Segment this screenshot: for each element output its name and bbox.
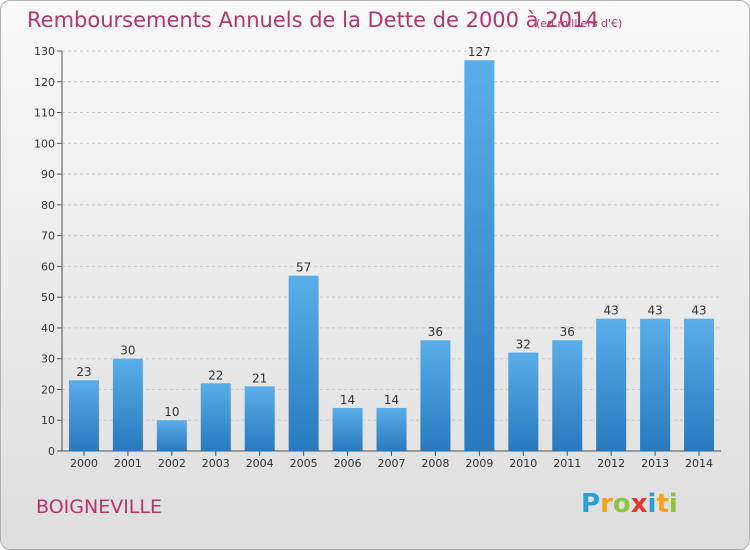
data-label: 57 — [296, 261, 311, 275]
y-tick-label: 120 — [34, 76, 55, 89]
x-tick-label: 2004 — [246, 457, 274, 470]
y-tick-label: 100 — [34, 137, 55, 150]
logo-letter: x — [630, 489, 648, 519]
x-tick-label: 2002 — [158, 457, 186, 470]
bar — [332, 407, 363, 451]
bar — [200, 383, 231, 451]
x-tick-label: 2006 — [334, 457, 362, 470]
data-label: 30 — [120, 344, 135, 358]
data-label: 23 — [76, 365, 91, 379]
y-tick-label: 10 — [41, 414, 55, 427]
y-tick-label: 110 — [34, 107, 55, 120]
chart-title: Remboursements Annuels de la Dette de 20… — [27, 8, 599, 32]
x-tick-label: 2008 — [421, 457, 449, 470]
x-tick-label: 2000 — [70, 457, 98, 470]
proxiti-logo: Proxiti — [581, 489, 678, 519]
y-tick-label: 30 — [41, 353, 55, 366]
y-tick-label: 90 — [41, 168, 55, 181]
y-tick-label: 50 — [41, 291, 55, 304]
y-tick-label: 70 — [41, 230, 55, 243]
y-tick-label: 80 — [41, 199, 55, 212]
bar — [376, 407, 407, 451]
y-tick-label: 40 — [41, 322, 55, 335]
bar — [508, 352, 539, 451]
logo-letter: t — [656, 489, 669, 519]
bar — [552, 340, 583, 451]
x-tick-label: 2010 — [509, 457, 537, 470]
data-label: 43 — [647, 304, 662, 318]
bar — [640, 318, 671, 451]
data-label: 32 — [516, 338, 531, 352]
bar — [244, 386, 275, 451]
data-label: 43 — [604, 304, 619, 318]
x-tick-label: 2011 — [553, 457, 581, 470]
bar — [596, 318, 627, 451]
logo-letter: P — [581, 489, 601, 519]
x-tick-label: 2003 — [202, 457, 230, 470]
logo-letter: i — [647, 489, 657, 519]
x-tick-label: 2001 — [114, 457, 142, 470]
x-tick-label: 2007 — [378, 457, 406, 470]
y-tick-label: 0 — [48, 445, 55, 458]
bar — [464, 60, 495, 451]
x-tick-label: 2014 — [685, 457, 713, 470]
logo-letter: o — [612, 489, 631, 519]
data-label: 14 — [384, 393, 399, 407]
data-label: 10 — [164, 405, 179, 419]
data-label: 22 — [208, 368, 223, 382]
x-tick-label: 2013 — [641, 457, 669, 470]
data-label: 21 — [252, 371, 267, 385]
x-tick-label: 2012 — [597, 457, 625, 470]
chart-subtitle: (en milliers d'€) — [536, 17, 623, 30]
logo-letter: r — [600, 489, 613, 519]
bar — [288, 275, 319, 451]
y-tick-label: 20 — [41, 383, 55, 396]
x-tick-label: 2005 — [290, 457, 318, 470]
data-label: 36 — [428, 325, 443, 339]
data-label: 14 — [340, 393, 355, 407]
data-label: 127 — [468, 45, 491, 59]
y-tick-label: 60 — [41, 260, 55, 273]
bar — [68, 380, 99, 451]
x-tick-label: 2009 — [465, 457, 493, 470]
commune-name: BOIGNEVILLE — [36, 496, 162, 518]
data-label: 36 — [560, 325, 575, 339]
bar — [684, 318, 715, 451]
bar — [420, 340, 451, 451]
bar — [156, 420, 187, 451]
bar — [112, 358, 143, 451]
logo-letter: i — [668, 489, 678, 519]
data-label: 43 — [691, 304, 706, 318]
y-tick-label: 130 — [34, 45, 55, 58]
